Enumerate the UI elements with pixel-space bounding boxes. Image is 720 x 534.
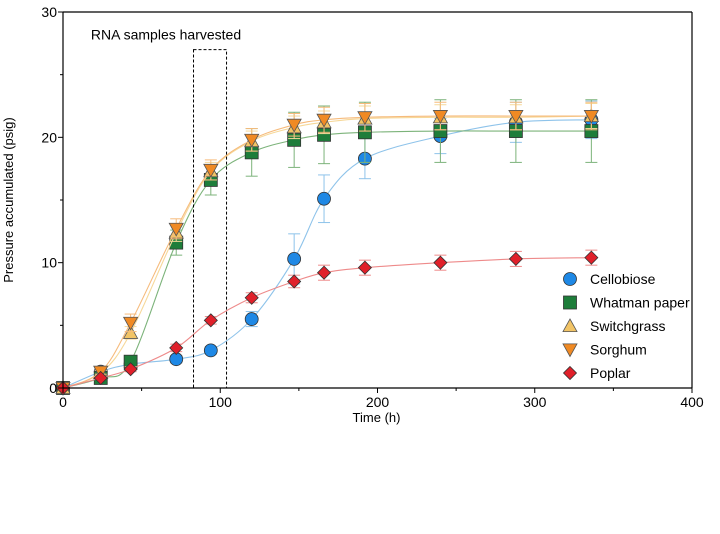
series-line-poplar xyxy=(62,257,592,389)
legend-item-whatman-paper: Whatman paper xyxy=(563,295,690,311)
data-point-sorghum xyxy=(357,111,373,126)
data-point-poplar xyxy=(93,370,108,386)
legend-marker-switchgrass xyxy=(562,318,578,333)
series-line-switchgrass xyxy=(62,115,592,389)
legend-label-switchgrass: Switchgrass xyxy=(590,318,665,334)
x-tick-label: 100 xyxy=(209,394,233,410)
legend-marker-cellobiose xyxy=(563,272,577,286)
axes: 0 100 200 300 400 0 10 20 30 xyxy=(41,4,703,410)
plot-area xyxy=(55,49,600,396)
legend-marker-poplar xyxy=(562,365,578,381)
x-tick-label: 0 xyxy=(59,394,67,410)
data-point-sorghum xyxy=(244,133,260,148)
legend-label-whatman-paper: Whatman paper xyxy=(590,295,690,311)
data-point-switchgrass xyxy=(122,325,139,339)
data-point-cellobiose xyxy=(317,191,331,206)
x-axis-title: Time (h) xyxy=(353,410,401,425)
data-point-poplar xyxy=(433,255,448,270)
legend-marker-sorghum xyxy=(562,343,578,358)
data-point-poplar xyxy=(123,362,138,377)
legend-label-cellobiose: Cellobiose xyxy=(590,271,656,287)
series-switchgrass xyxy=(55,102,600,395)
data-point-poplar xyxy=(203,313,218,328)
data-point-poplar xyxy=(508,251,523,266)
data-point-sorghum xyxy=(122,316,139,331)
y-axis-title: Pressure accumulated (psig) xyxy=(1,117,16,282)
legend-marker-whatman-paper xyxy=(563,295,577,310)
x-tick-label: 300 xyxy=(523,394,547,410)
data-point-cellobiose xyxy=(244,312,259,326)
series-line-cellobiose xyxy=(62,119,592,389)
data-point-cellobiose xyxy=(203,343,218,358)
data-point-sorghum xyxy=(203,163,219,178)
data-point-cellobiose xyxy=(287,252,302,266)
x-tick-label: 400 xyxy=(680,394,704,410)
data-point-sorghum xyxy=(286,118,302,133)
data-point-poplar xyxy=(316,265,332,280)
data-point-poplar xyxy=(169,340,184,355)
legend-label-sorghum: Sorghum xyxy=(590,342,647,358)
legend-item-sorghum: Sorghum xyxy=(562,342,647,358)
data-point-sorghum xyxy=(583,110,600,124)
data-point-sorghum xyxy=(168,222,184,237)
series-poplar xyxy=(55,249,599,396)
y-tick-label: 10 xyxy=(41,255,57,271)
legend: Cellobiose Whatman paper Switchgrass Sorghu… xyxy=(562,271,690,381)
annotation-box xyxy=(193,49,228,389)
legend-item-switchgrass: Switchgrass xyxy=(562,318,665,334)
legend-item-poplar: Poplar xyxy=(562,365,631,381)
y-tick-label: 30 xyxy=(41,4,57,20)
series-cellobiose xyxy=(56,100,599,395)
data-point-sorghum xyxy=(316,113,332,128)
y-tick-label: 0 xyxy=(49,380,57,396)
legend-label-poplar: Poplar xyxy=(590,365,631,381)
legend-item-cellobiose: Cellobiose xyxy=(563,271,656,287)
data-point-poplar xyxy=(244,290,259,305)
data-point-sorghum xyxy=(508,110,524,124)
x-tick-label: 200 xyxy=(366,394,390,410)
series-line-sorghum xyxy=(62,115,592,389)
series-whatman-paper xyxy=(56,99,599,395)
data-point-sorghum xyxy=(432,110,449,124)
series-sorghum xyxy=(55,101,600,396)
annotation-label: RNA samples harvested xyxy=(91,27,241,43)
y-tick-label: 20 xyxy=(41,129,57,145)
data-point-poplar xyxy=(287,274,302,289)
data-point-poplar xyxy=(357,260,372,275)
data-point-poplar xyxy=(584,250,599,265)
